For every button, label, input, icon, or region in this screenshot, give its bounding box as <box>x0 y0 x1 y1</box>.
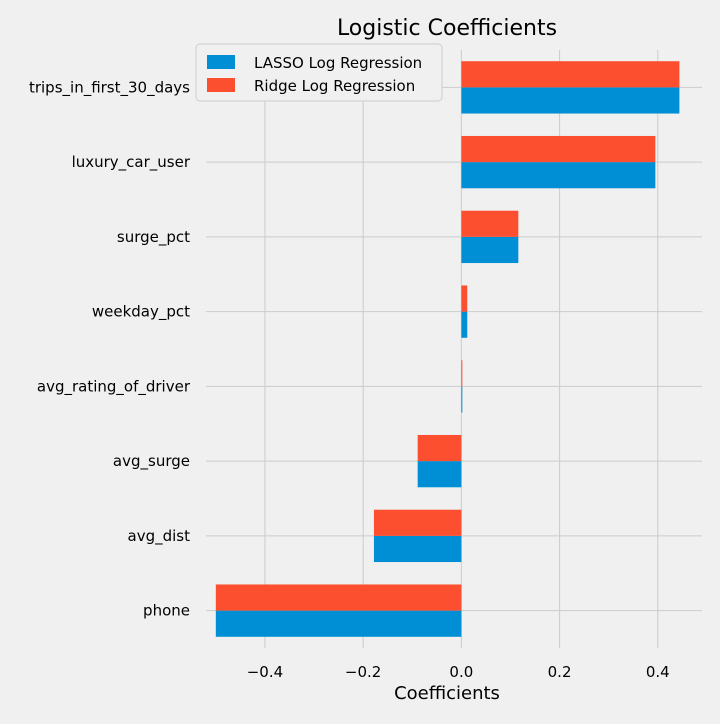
x-tick-label: 0.0 <box>449 663 473 681</box>
x-axis-label: Coefficients <box>394 683 500 704</box>
legend-label-ridge: Ridge Log Regression <box>254 77 415 95</box>
tick-layer: −0.4 −0.2 0.0 0.2 0.4 trips_in_first_30_daysl… <box>29 78 670 681</box>
y-tick-label: avg_dist <box>128 527 191 546</box>
x-tick-label: 0.2 <box>548 663 572 681</box>
y-tick-label: avg_surge <box>113 452 190 471</box>
lasso-bar-avg-rating-of-driver <box>461 386 463 413</box>
y-tick-label: phone <box>143 602 190 620</box>
chart-title: Logistic Coefficients <box>337 16 557 41</box>
ridge-bar-trips-in-first-30-days <box>461 61 680 88</box>
bar-layer <box>215 61 680 637</box>
ridge-bar-avg-rating-of-driver <box>461 360 463 387</box>
legend-swatch-lasso <box>207 55 235 69</box>
ridge-bar-avg-dist <box>373 509 462 536</box>
ridge-bar-weekday-pct <box>461 285 468 312</box>
y-tick-label: avg_rating_of_driver <box>37 377 191 396</box>
legend-swatch-ridge <box>207 78 235 92</box>
lasso-bar-surge-pct <box>461 236 519 264</box>
legend-label-lasso: LASSO Log Regression <box>254 54 422 72</box>
y-tick-label: surge_pct <box>117 228 190 247</box>
lasso-bar-avg-surge <box>417 461 462 488</box>
lasso-bar-luxury-car-user <box>461 162 656 189</box>
legend: LASSO Log Regression Ridge Log Regressio… <box>195 43 443 102</box>
y-tick-label: trips_in_first_30_days <box>29 78 190 97</box>
x-tick-label: −0.2 <box>345 663 381 681</box>
ridge-bar-surge-pct <box>461 210 519 237</box>
lasso-bar-weekday-pct <box>461 311 468 338</box>
y-tick-label: luxury_car_user <box>72 153 191 172</box>
x-tick-label: −0.4 <box>247 663 283 681</box>
y-tick-label: weekday_pct <box>92 303 190 322</box>
ridge-bar-avg-surge <box>417 434 462 462</box>
ridge-bar-phone <box>215 584 462 611</box>
lasso-bar-trips-in-first-30-days <box>461 87 680 114</box>
lasso-bar-phone <box>215 610 462 637</box>
legend-box <box>195 43 443 102</box>
x-tick-label: 0.4 <box>646 663 670 681</box>
lasso-bar-avg-dist <box>373 535 462 563</box>
ridge-bar-luxury-car-user <box>461 135 656 163</box>
